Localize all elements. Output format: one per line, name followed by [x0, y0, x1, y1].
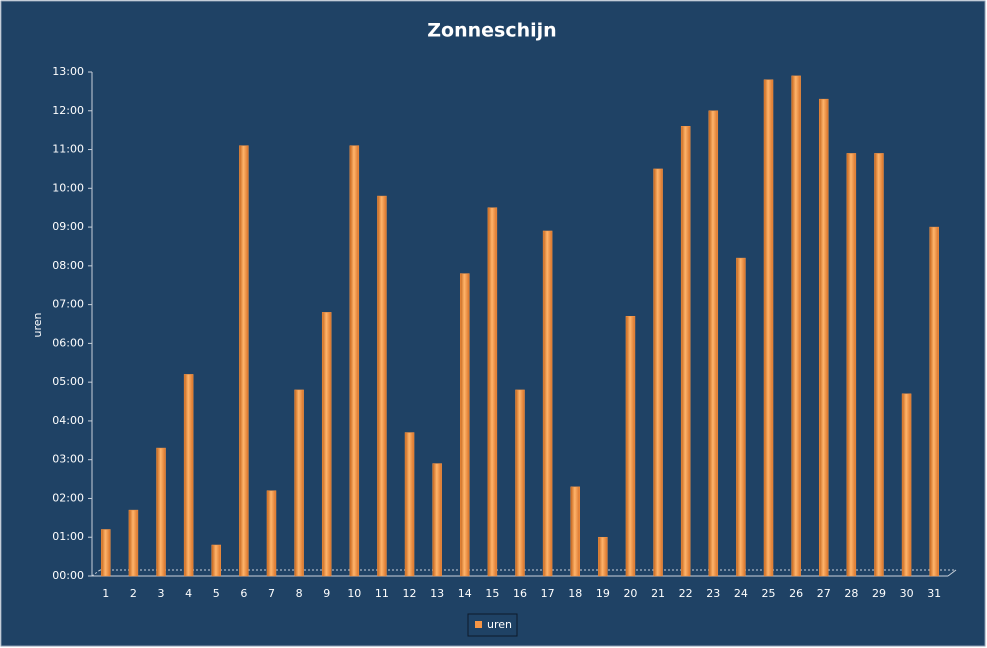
bar	[460, 273, 470, 577]
bar	[156, 447, 166, 577]
x-tick-label: 11	[375, 587, 389, 600]
x-tick-label: 31	[927, 587, 941, 600]
x-tick-label: 18	[568, 587, 582, 600]
bar	[349, 145, 360, 577]
x-tick-label: 2	[130, 587, 137, 600]
x-tick-label: 21	[651, 587, 665, 600]
bar	[570, 486, 580, 577]
y-tick-label: 08:00	[52, 259, 84, 272]
bar	[321, 312, 332, 577]
x-tick-label: 20	[623, 587, 637, 600]
bar	[736, 257, 746, 577]
bar	[294, 389, 304, 577]
x-tick-label: 22	[679, 587, 693, 600]
bar	[791, 75, 801, 577]
x-tick-label: 13	[430, 587, 444, 600]
bar	[708, 110, 719, 577]
y-tick-label: 04:00	[52, 414, 84, 427]
x-tick-label: 15	[485, 587, 499, 600]
bar	[211, 544, 222, 577]
bar	[874, 153, 884, 577]
chart-title: Zonneschijn	[427, 20, 556, 42]
bar	[542, 230, 553, 577]
bar	[266, 490, 277, 577]
floor-edge	[947, 569, 957, 577]
bar	[846, 153, 857, 577]
bar	[929, 226, 939, 577]
bar	[625, 315, 636, 577]
bar	[598, 536, 608, 577]
y-tick-label: 10:00	[52, 181, 84, 194]
y-tick-label: 01:00	[52, 530, 84, 543]
bar	[487, 207, 498, 577]
x-tick-label: 19	[596, 587, 610, 600]
x-tick-label: 1	[102, 587, 109, 600]
x-tick-label: 7	[268, 587, 275, 600]
legend-label: uren	[487, 618, 512, 631]
y-tick-label: 02:00	[52, 491, 84, 504]
bar	[818, 98, 829, 577]
y-tick-label: 03:00	[52, 453, 84, 466]
x-tick-label: 8	[296, 587, 303, 600]
x-tick-label: 10	[347, 587, 361, 600]
x-tick-label: 27	[817, 587, 831, 600]
x-tick-label: 30	[900, 587, 914, 600]
x-tick-label: 9	[323, 587, 330, 600]
bar	[901, 393, 912, 577]
x-tick-label: 25	[762, 587, 776, 600]
bar	[680, 126, 691, 577]
y-tick-label: 12:00	[52, 104, 84, 117]
bar	[377, 195, 387, 577]
bar	[432, 463, 442, 577]
x-tick-label: 17	[541, 587, 555, 600]
y-tick-label: 00:00	[52, 569, 84, 582]
y-tick-label: 07:00	[52, 298, 84, 311]
legend: uren	[467, 613, 518, 637]
y-tick-label: 11:00	[52, 143, 84, 156]
bar	[404, 432, 415, 577]
bar	[128, 509, 139, 577]
bar	[101, 529, 111, 577]
x-tick-label: 24	[734, 587, 748, 600]
x-tick-label: 29	[872, 587, 886, 600]
y-axis-label: uren	[31, 312, 44, 337]
y-tick-label: 05:00	[52, 375, 84, 388]
bar	[653, 168, 663, 577]
legend-box	[467, 613, 518, 637]
x-tick-label: 12	[403, 587, 417, 600]
x-tick-label: 26	[789, 587, 803, 600]
floor-edge	[91, 569, 101, 577]
x-tick-label: 4	[185, 587, 192, 600]
bar	[763, 79, 774, 577]
x-tick-label: 6	[240, 587, 247, 600]
x-tick-label: 28	[844, 587, 858, 600]
bar	[515, 389, 525, 577]
y-tick-label: 06:00	[52, 336, 84, 349]
bar	[239, 145, 249, 577]
x-tick-label: 14	[458, 587, 472, 600]
bar	[183, 374, 194, 577]
x-tick-label: 23	[706, 587, 720, 600]
x-tick-label: 16	[513, 587, 527, 600]
y-tick-label: 09:00	[52, 220, 84, 233]
y-tick-label: 13:00	[52, 65, 84, 78]
x-tick-label: 3	[158, 587, 165, 600]
x-tick-label: 5	[213, 587, 220, 600]
legend-swatch	[475, 621, 482, 628]
